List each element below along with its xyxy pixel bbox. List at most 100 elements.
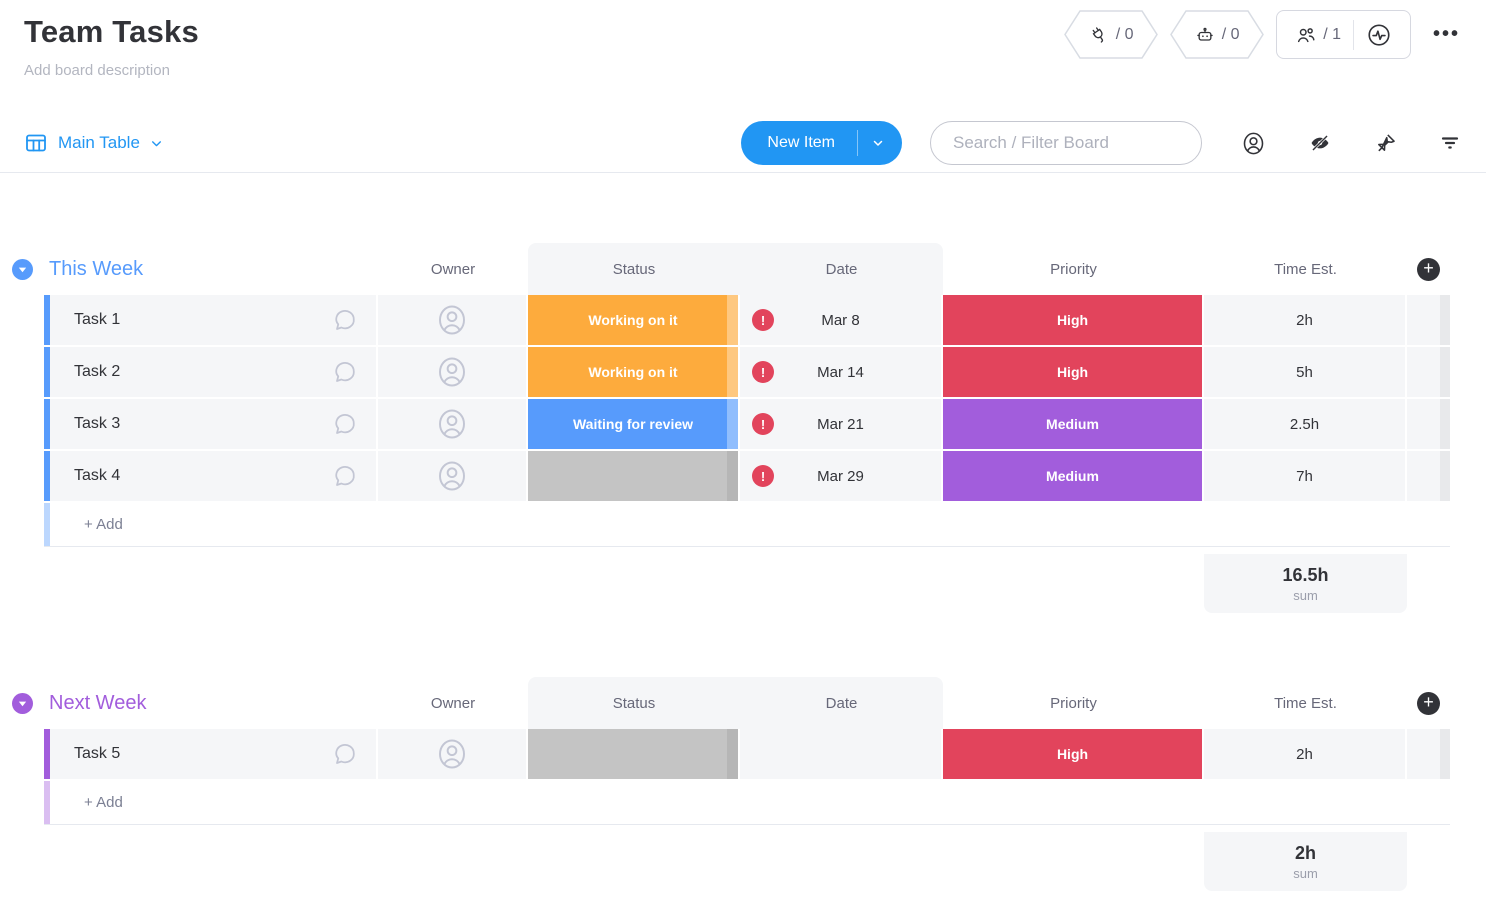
board-activity-button[interactable]	[1354, 22, 1404, 48]
time-estimate-cell[interactable]: 2.5h	[1204, 399, 1407, 449]
status-cell[interactable]	[528, 451, 740, 501]
toolbar-icons	[1240, 130, 1462, 157]
column-header-date[interactable]: Date	[825, 694, 858, 712]
date-cell[interactable]: ! Mar 8	[740, 295, 943, 345]
date-label: Mar 14	[817, 363, 864, 381]
owner-cell[interactable]	[378, 399, 528, 449]
integrations-plug-icon	[1089, 25, 1109, 45]
time-estimate-cell[interactable]: 2h	[1204, 295, 1407, 345]
collapse-group-icon[interactable]	[12, 258, 33, 280]
priority-label: High	[1056, 364, 1089, 380]
column-header-status[interactable]: Status	[612, 260, 656, 278]
column-header-time-est[interactable]: Time Est.	[1274, 694, 1337, 712]
task-row: Task 5 High 2h	[44, 729, 1486, 779]
sort-filter-lines-icon[interactable]	[1438, 131, 1462, 155]
date-cell[interactable]: ! Mar 21	[740, 399, 943, 449]
add-item-row[interactable]: + Add	[44, 503, 1450, 547]
avatar-placeholder-icon	[434, 458, 470, 494]
date-cell[interactable]: ! Mar 14	[740, 347, 943, 397]
task-name-cell[interactable]: Task 4	[50, 451, 378, 501]
date-alert-icon: !	[752, 465, 774, 487]
task-name: Task 4	[74, 467, 121, 484]
status-label: Working on it	[588, 364, 678, 380]
board-title[interactable]: Team Tasks	[24, 14, 199, 49]
task-name-cell[interactable]: Task 1	[50, 295, 378, 345]
time-estimate-cell[interactable]: 7h	[1204, 451, 1407, 501]
automations-badge[interactable]: / 0	[1170, 10, 1265, 59]
sum-value: 16.5h	[1282, 564, 1329, 585]
priority-cell[interactable]: Medium	[943, 451, 1204, 501]
date-cell[interactable]	[740, 729, 943, 779]
group-title[interactable]: This Week	[49, 257, 144, 280]
pin-icon[interactable]	[1373, 131, 1398, 156]
task-name-cell[interactable]: Task 3	[50, 399, 378, 449]
time-est-sum-panel[interactable]: 16.5h sum	[1204, 554, 1407, 613]
task-name-cell[interactable]: Task 5	[50, 729, 378, 779]
hidden-columns-eye-off-icon[interactable]	[1307, 130, 1333, 156]
new-item-chevron-icon[interactable]	[858, 137, 902, 149]
priority-cell[interactable]: High	[943, 729, 1204, 779]
time-estimate-label: 7h	[1296, 467, 1313, 485]
time-est-sum-panel[interactable]: 2h sum	[1204, 832, 1407, 891]
board-header: Team Tasks Add board description / 0	[0, 0, 1486, 79]
status-label: Waiting for review	[572, 416, 694, 432]
button-divider	[857, 130, 858, 156]
task-name: Task 5	[74, 745, 121, 762]
time-estimate-cell[interactable]: 2h	[1204, 729, 1407, 779]
column-header-owner[interactable]: Owner	[430, 260, 476, 278]
column-header-date[interactable]: Date	[825, 260, 858, 278]
chat-bubble-icon[interactable]	[330, 357, 360, 387]
empty-cell	[1407, 295, 1450, 345]
table-icon	[24, 131, 48, 155]
column-header-time-est[interactable]: Time Est.	[1274, 260, 1337, 278]
time-estimate-label: 2h	[1296, 745, 1313, 763]
group-color-stripe	[44, 729, 50, 779]
chat-bubble-icon[interactable]	[330, 739, 360, 769]
task-name: Task 3	[74, 415, 121, 432]
group-color-stripe	[44, 399, 50, 449]
members-icon	[1295, 24, 1317, 46]
chat-bubble-icon[interactable]	[330, 409, 360, 439]
board-menu-icon[interactable]: •••	[1432, 23, 1460, 45]
new-item-button[interactable]: New Item	[741, 121, 902, 165]
column-header-status[interactable]: Status	[612, 694, 656, 712]
integrations-badge[interactable]: / 0	[1064, 10, 1159, 59]
date-cell[interactable]: ! Mar 29	[740, 451, 943, 501]
avatar-placeholder-icon	[434, 302, 470, 338]
task-name: Task 1	[74, 311, 121, 328]
status-date-header-group: Status Date	[528, 243, 943, 295]
search-input[interactable]	[930, 121, 1202, 165]
board-description-placeholder[interactable]: Add board description	[24, 62, 170, 79]
group-title[interactable]: Next Week	[49, 691, 147, 714]
priority-cell[interactable]: Medium	[943, 399, 1204, 449]
priority-cell[interactable]: High	[943, 347, 1204, 397]
status-cell[interactable]: Working on it	[528, 295, 740, 345]
status-cell[interactable]: Waiting for review	[528, 399, 740, 449]
owner-cell[interactable]	[378, 451, 528, 501]
owner-cell[interactable]	[378, 347, 528, 397]
date-label: Mar 8	[821, 311, 860, 329]
column-header-owner[interactable]: Owner	[430, 694, 476, 712]
time-estimate-cell[interactable]: 5h	[1204, 347, 1407, 397]
collapse-group-icon[interactable]	[12, 692, 33, 714]
board-table: This Week Owner Status Date Priority Tim…	[0, 243, 1486, 891]
status-cell[interactable]: Working on it	[528, 347, 740, 397]
chat-bubble-icon[interactable]	[330, 461, 360, 491]
status-cell[interactable]	[528, 729, 740, 779]
add-column-icon[interactable]: +	[1417, 691, 1440, 715]
tab-main-table[interactable]: Main Table	[24, 131, 163, 155]
priority-cell[interactable]: High	[943, 295, 1204, 345]
group-header: This Week Owner Status Date Priority Tim…	[12, 243, 1486, 295]
task-name-cell[interactable]: Task 2	[50, 347, 378, 397]
board-members-button[interactable]: / 1	[1283, 24, 1353, 46]
owner-cell[interactable]	[378, 729, 528, 779]
hexagon-outline	[1170, 10, 1265, 59]
add-item-row[interactable]: + Add	[44, 781, 1450, 825]
column-header-priority[interactable]: Priority	[1050, 694, 1097, 712]
owner-cell[interactable]	[378, 295, 528, 345]
sum-value: 2h	[1294, 842, 1316, 863]
chat-bubble-icon[interactable]	[330, 305, 360, 335]
column-header-priority[interactable]: Priority	[1050, 260, 1097, 278]
filter-by-person-icon[interactable]	[1240, 130, 1267, 157]
add-column-icon[interactable]: +	[1417, 257, 1440, 281]
